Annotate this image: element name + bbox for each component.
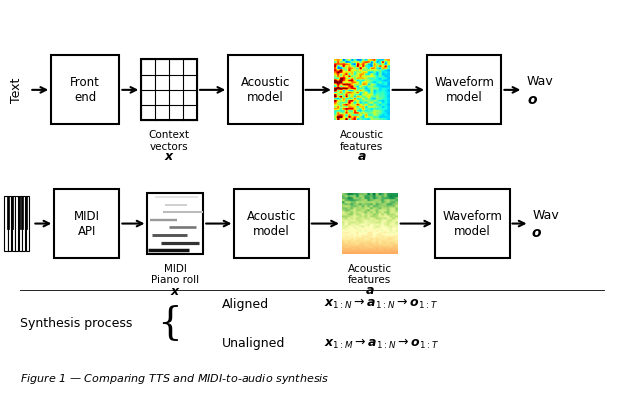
Text: MIDI
API: MIDI API <box>74 209 100 238</box>
Text: $\boldsymbol{x}$: $\boldsymbol{x}$ <box>170 286 181 299</box>
FancyBboxPatch shape <box>228 55 303 124</box>
FancyBboxPatch shape <box>235 189 309 258</box>
Text: Aligned: Aligned <box>222 298 269 311</box>
Text: Front
end: Front end <box>71 76 100 104</box>
Bar <box>8 196 11 251</box>
Text: Acoustic
features: Acoustic features <box>339 130 384 152</box>
Text: Acoustic
model: Acoustic model <box>247 209 296 238</box>
Text: $\boldsymbol{a}$: $\boldsymbol{a}$ <box>357 150 366 163</box>
Bar <box>7 196 9 229</box>
FancyBboxPatch shape <box>54 189 119 258</box>
Bar <box>12 196 15 251</box>
Bar <box>19 196 22 251</box>
Text: Text: Text <box>11 77 24 103</box>
FancyBboxPatch shape <box>147 193 203 254</box>
Text: Waveform
model: Waveform model <box>442 209 502 238</box>
Bar <box>4 196 7 251</box>
Text: Acoustic
features: Acoustic features <box>348 264 392 286</box>
FancyBboxPatch shape <box>427 55 502 124</box>
Text: $\boldsymbol{x}_{1:M} \rightarrow \boldsymbol{a}_{1:N} \rightarrow \boldsymbol{o: $\boldsymbol{x}_{1:M} \rightarrow \bolds… <box>324 337 439 350</box>
Text: MIDI
Piano roll: MIDI Piano roll <box>151 264 200 286</box>
Text: {: { <box>157 305 182 342</box>
Text: $\boldsymbol{o}$: $\boldsymbol{o}$ <box>527 93 538 107</box>
Text: $\boldsymbol{x}$: $\boldsymbol{x}$ <box>163 150 175 163</box>
FancyBboxPatch shape <box>141 59 197 120</box>
Bar <box>21 196 23 229</box>
Text: $\boldsymbol{a}$: $\boldsymbol{a}$ <box>365 284 374 297</box>
Text: $\boldsymbol{x}_{1:N} \rightarrow \boldsymbol{a}_{1:N} \rightarrow \boldsymbol{o: $\boldsymbol{x}_{1:N} \rightarrow \bolds… <box>324 297 439 311</box>
Text: Figure 1 — Comparing $\mathit{TTS}$ and $\mathit{MIDI}$-to-audio synthesis: Figure 1 — Comparing $\mathit{TTS}$ and … <box>20 372 329 386</box>
FancyBboxPatch shape <box>435 189 510 258</box>
Text: Context
vectors: Context vectors <box>149 130 190 152</box>
Bar <box>15 196 18 251</box>
Text: Synthesis process: Synthesis process <box>20 317 132 330</box>
Bar <box>26 196 29 251</box>
FancyBboxPatch shape <box>51 55 119 124</box>
Bar <box>22 196 26 251</box>
Text: Wav: Wav <box>526 76 553 88</box>
Text: $\boldsymbol{o}$: $\boldsymbol{o}$ <box>532 227 542 240</box>
Bar <box>25 196 27 229</box>
Text: Unaligned: Unaligned <box>222 337 285 350</box>
Bar <box>17 196 20 229</box>
Text: Wav: Wav <box>532 209 559 222</box>
Bar <box>11 196 12 229</box>
Text: Waveform
model: Waveform model <box>434 76 494 104</box>
Text: Acoustic
model: Acoustic model <box>241 76 290 104</box>
